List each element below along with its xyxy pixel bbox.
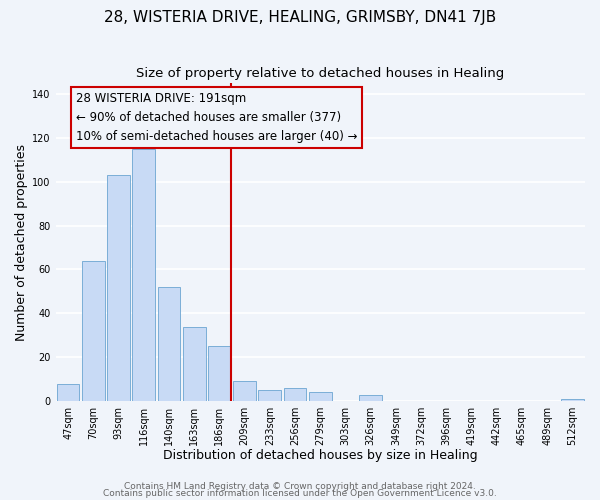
Bar (284, 388, 307, 401)
Text: 28 WISTERIA DRIVE: 191sqm
← 90% of detached houses are smaller (377)
10% of semi: 28 WISTERIA DRIVE: 191sqm ← 90% of detac… (76, 92, 357, 143)
Bar (359, 394, 382, 401)
X-axis label: Distribution of detached houses by size in Healing: Distribution of detached houses by size … (163, 450, 478, 462)
Bar (107, 175, 130, 401)
Bar (158, 287, 181, 401)
Bar (208, 346, 231, 401)
Bar (57, 384, 79, 401)
Bar (233, 382, 256, 401)
Bar (561, 399, 584, 401)
Bar (82, 260, 104, 401)
Text: Contains HM Land Registry data © Crown copyright and database right 2024.: Contains HM Land Registry data © Crown c… (124, 482, 476, 491)
Bar (183, 326, 206, 401)
Y-axis label: Number of detached properties: Number of detached properties (15, 144, 28, 340)
Bar (259, 390, 281, 401)
Title: Size of property relative to detached houses in Healing: Size of property relative to detached ho… (136, 68, 505, 80)
Bar (133, 149, 155, 401)
Bar (309, 392, 332, 401)
Text: Contains public sector information licensed under the Open Government Licence v3: Contains public sector information licen… (103, 490, 497, 498)
Text: 28, WISTERIA DRIVE, HEALING, GRIMSBY, DN41 7JB: 28, WISTERIA DRIVE, HEALING, GRIMSBY, DN… (104, 10, 496, 25)
